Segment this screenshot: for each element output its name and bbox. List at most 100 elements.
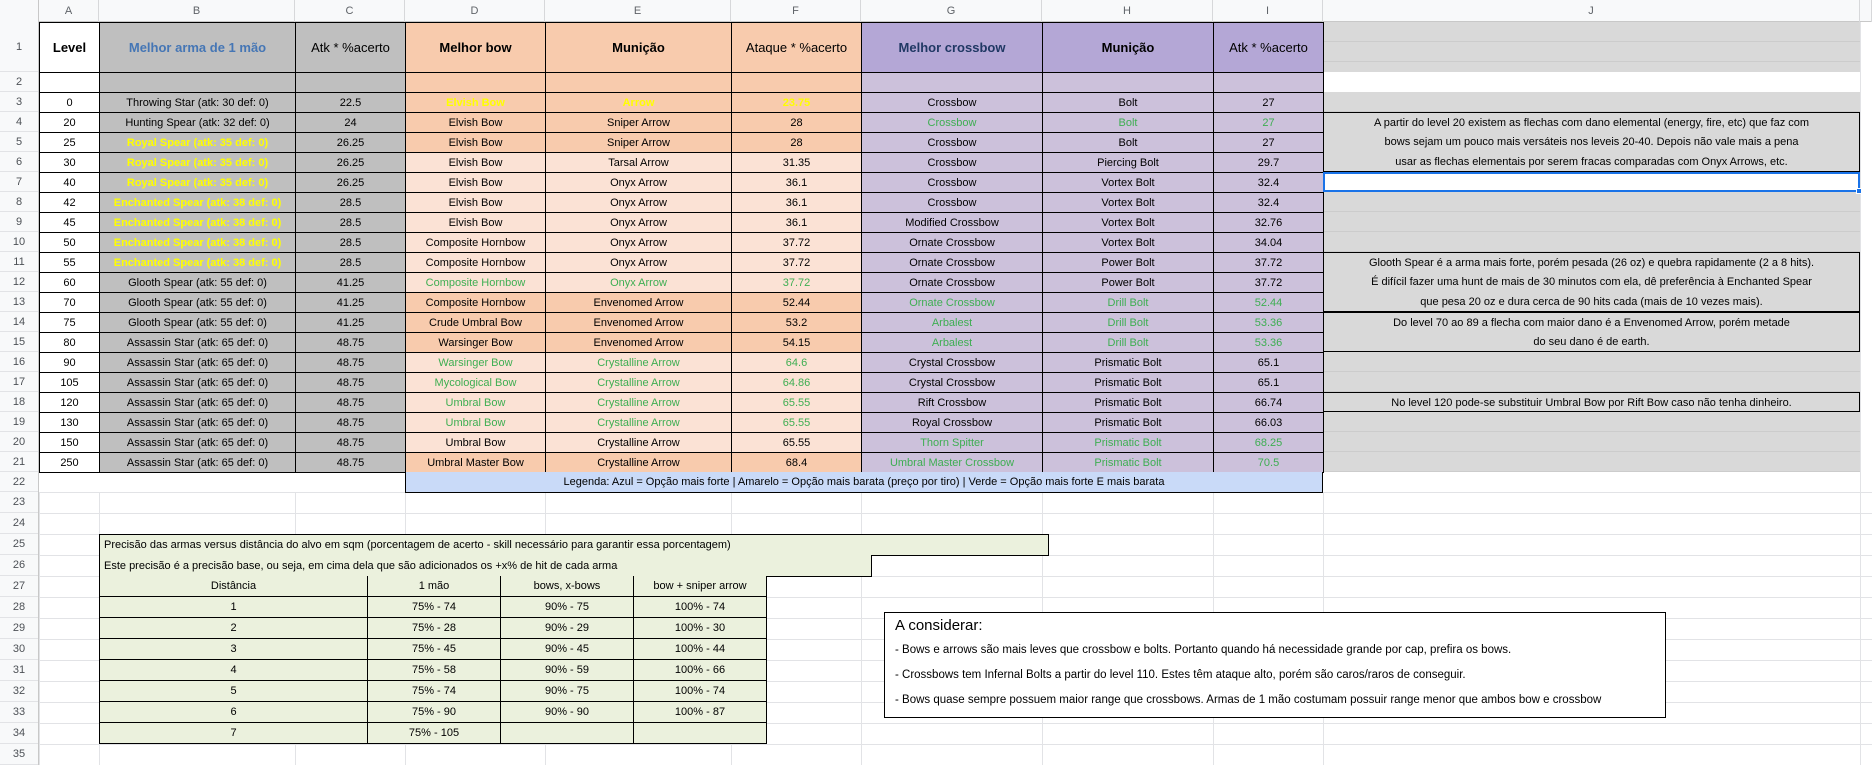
cell-E11[interactable]: Onyx Arrow <box>546 253 732 273</box>
accuracy-cell-r4-c3[interactable]: 100% - 74 <box>634 681 767 702</box>
cell-G3[interactable]: Crossbow <box>862 93 1043 113</box>
cell-G20[interactable]: Thorn Spitter <box>862 433 1043 453</box>
cell-H6[interactable]: Piercing Bolt <box>1043 153 1214 173</box>
header-level[interactable]: Level <box>40 23 100 73</box>
cell-B7[interactable]: Royal Spear (atk: 35 def: 0) <box>100 173 296 193</box>
accuracy-cell-r3-c2[interactable]: 90% - 59 <box>501 660 634 681</box>
cell-B21[interactable]: Assassin Star (atk: 65 def: 0) <box>100 453 296 473</box>
row-header-25[interactable]: 25 <box>0 534 38 555</box>
row-header-10[interactable]: 10 <box>0 232 38 252</box>
cell-D8[interactable]: Elvish Bow <box>406 193 546 213</box>
cell-E12[interactable]: Onyx Arrow <box>546 273 732 293</box>
cell-C11[interactable]: 28.5 <box>296 253 406 273</box>
cell-D17[interactable]: Mycological Bow <box>406 373 546 393</box>
cell-B16[interactable]: Assassin Star (atk: 65 def: 0) <box>100 353 296 373</box>
cell-E8[interactable]: Onyx Arrow <box>546 193 732 213</box>
cell-H5[interactable]: Bolt <box>1043 133 1214 153</box>
row-header-16[interactable]: 16 <box>0 352 38 372</box>
cell-G11[interactable]: Ornate Crossbow <box>862 253 1043 273</box>
accuracy-cell-r1-c0[interactable]: 2 <box>100 618 368 639</box>
cell-F14[interactable]: 53.2 <box>732 313 862 333</box>
cell-A11[interactable]: 55 <box>40 253 100 273</box>
cell-H14[interactable]: Drill Bolt <box>1043 313 1214 333</box>
cell-B10[interactable]: Enchanted Spear (atk: 38 def: 0) <box>100 233 296 253</box>
cell-H18[interactable]: Prismatic Bolt <box>1043 393 1214 413</box>
cell-H19[interactable]: Prismatic Bolt <box>1043 413 1214 433</box>
row-header-5[interactable]: 5 <box>0 132 38 152</box>
cell-F21[interactable]: 68.4 <box>732 453 862 473</box>
cell-C2[interactable] <box>296 73 406 93</box>
cell-B8[interactable]: Enchanted Spear (atk: 38 def: 0) <box>100 193 296 213</box>
cell-G13[interactable]: Ornate Crossbow <box>862 293 1043 313</box>
row-header-13[interactable]: 13 <box>0 292 38 312</box>
cell-F20[interactable]: 65.55 <box>732 433 862 453</box>
cell-D14[interactable]: Crude Umbral Bow <box>406 313 546 333</box>
notes-column-fill-top[interactable] <box>1323 22 1860 72</box>
row-header-33[interactable]: 33 <box>0 702 38 723</box>
accuracy-cell-r3-c3[interactable]: 100% - 66 <box>634 660 767 681</box>
cell-F8[interactable]: 36.1 <box>732 193 862 213</box>
cell-B2[interactable] <box>100 73 296 93</box>
accuracy-cell-r2-c2[interactable]: 90% - 45 <box>501 639 634 660</box>
cell-A2[interactable] <box>40 73 100 93</box>
header-municao-crossbow[interactable]: Munição <box>1043 23 1214 73</box>
accuracy-cell-r5-c2[interactable]: 90% - 90 <box>501 702 634 723</box>
cell-H11[interactable]: Power Bolt <box>1043 253 1214 273</box>
cell-F3[interactable]: 23.75 <box>732 93 862 113</box>
cell-A4[interactable]: 20 <box>40 113 100 133</box>
header-melhor-bow[interactable]: Melhor bow <box>406 23 546 73</box>
cell-E9[interactable]: Onyx Arrow <box>546 213 732 233</box>
cell-A6[interactable]: 30 <box>40 153 100 173</box>
cell-G9[interactable]: Modified Crossbow <box>862 213 1043 233</box>
accuracy-cell-r0-c0[interactable]: 1 <box>100 597 368 618</box>
header-one-hand[interactable]: Melhor arma de 1 mão <box>100 23 296 73</box>
cell-I7[interactable]: 32.4 <box>1214 173 1324 193</box>
cell-E13[interactable]: Envenomed Arrow <box>546 293 732 313</box>
cell-A9[interactable]: 45 <box>40 213 100 233</box>
row-header-26[interactable]: 26 <box>0 555 38 576</box>
cell-I20[interactable]: 68.25 <box>1214 433 1324 453</box>
cell-F12[interactable]: 37.72 <box>732 273 862 293</box>
cell-C14[interactable]: 41.25 <box>296 313 406 333</box>
column-header-C[interactable]: C <box>295 0 405 22</box>
row-header-20[interactable]: 20 <box>0 432 38 452</box>
cell-D19[interactable]: Umbral Bow <box>406 413 546 433</box>
note-envenomed-arrow[interactable]: Do level 70 ao 89 a flecha com maior dan… <box>1323 312 1860 352</box>
cell-E18[interactable]: Crystalline Arrow <box>546 393 732 413</box>
header-melhor-crossbow[interactable]: Melhor crossbow <box>862 23 1043 73</box>
cell-G18[interactable]: Rift Crossbow <box>862 393 1043 413</box>
cell-B15[interactable]: Assassin Star (atk: 65 def: 0) <box>100 333 296 353</box>
note-elemental-arrows[interactable]: A partir do level 20 existem as flechas … <box>1323 112 1860 172</box>
cell-I6[interactable]: 29.7 <box>1214 153 1324 173</box>
accuracy-cell-r5-c1[interactable]: 75% - 90 <box>368 702 501 723</box>
cell-A21[interactable]: 250 <box>40 453 100 473</box>
cell-G16[interactable]: Crystal Crossbow <box>862 353 1043 373</box>
cell-F4[interactable]: 28 <box>732 113 862 133</box>
row-header-4[interactable]: 4 <box>0 112 38 132</box>
cell-H10[interactable]: Vortex Bolt <box>1043 233 1214 253</box>
cell-D6[interactable]: Elvish Bow <box>406 153 546 173</box>
cell-C17[interactable]: 48.75 <box>296 373 406 393</box>
row-header-9[interactable]: 9 <box>0 212 38 232</box>
cell-I16[interactable]: 65.1 <box>1214 353 1324 373</box>
accuracy-cell-r3-c1[interactable]: 75% - 58 <box>368 660 501 681</box>
cell-E16[interactable]: Crystalline Arrow <box>546 353 732 373</box>
cell-G12[interactable]: Ornate Crossbow <box>862 273 1043 293</box>
column-header-G[interactable]: G <box>861 0 1042 22</box>
cell-C21[interactable]: 48.75 <box>296 453 406 473</box>
cell-H16[interactable]: Prismatic Bolt <box>1043 353 1214 373</box>
row-header-3[interactable]: 3 <box>0 92 38 112</box>
column-header-F[interactable]: F <box>731 0 861 22</box>
cell-F15[interactable]: 54.15 <box>732 333 862 353</box>
cell-D20[interactable]: Umbral Bow <box>406 433 546 453</box>
cell-C8[interactable]: 28.5 <box>296 193 406 213</box>
cell-B12[interactable]: Glooth Spear (atk: 55 def: 0) <box>100 273 296 293</box>
note-rift-bow[interactable]: No level 120 pode-se substituir Umbral B… <box>1323 392 1860 412</box>
accuracy-cell-r4-c2[interactable]: 90% - 75 <box>501 681 634 702</box>
cell-G15[interactable]: Arbalest <box>862 333 1043 353</box>
row-header-27[interactable]: 27 <box>0 576 38 597</box>
cell-A12[interactable]: 60 <box>40 273 100 293</box>
cell-F5[interactable]: 28 <box>732 133 862 153</box>
select-all-corner[interactable] <box>0 0 39 22</box>
accuracy-cell-r6-c2[interactable] <box>501 723 634 744</box>
